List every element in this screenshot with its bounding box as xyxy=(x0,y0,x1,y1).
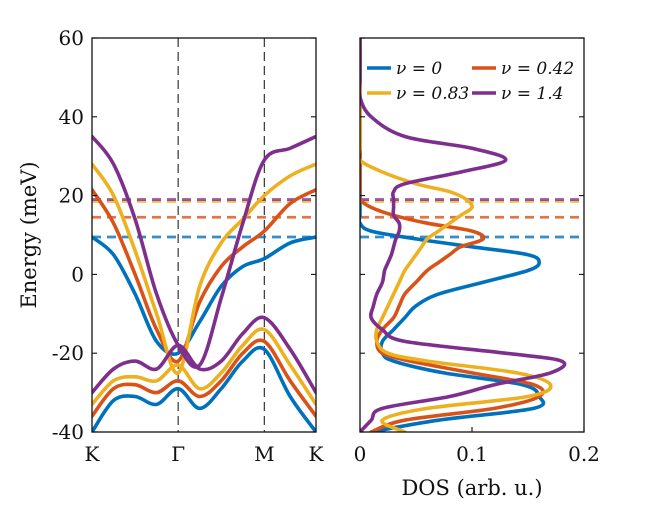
legend-label: ν = 0.83 xyxy=(396,84,469,104)
dos-y-ticks xyxy=(360,37,584,433)
x-tick-label: M xyxy=(254,442,274,466)
band-curve xyxy=(92,315,316,395)
x-tick-label: 0.1 xyxy=(456,442,488,466)
x-tick-label: 0.2 xyxy=(568,442,600,466)
x-tick-label: 0 xyxy=(354,442,367,466)
dos-curve xyxy=(360,38,546,432)
dos-curve xyxy=(360,38,553,432)
band-plot-frame xyxy=(91,37,317,433)
band-curve xyxy=(92,327,316,407)
y-tick-label: 0 xyxy=(71,262,84,286)
y-tick-label: 20 xyxy=(59,184,84,208)
legend-label: ν = 1.4 xyxy=(501,84,563,104)
band-y-axis-title: Energy (meV) xyxy=(17,161,41,308)
band-curve xyxy=(92,345,316,432)
y-tick-label: -40 xyxy=(52,420,84,444)
band-curves xyxy=(92,134,316,432)
dos-x-ticks: 0 0.1 0.2 xyxy=(354,427,600,466)
band-curve xyxy=(92,134,316,369)
dos-curve xyxy=(360,38,546,432)
dos-curve xyxy=(360,38,567,432)
band-curve xyxy=(92,162,316,375)
band-curve xyxy=(92,235,316,356)
x-tick-label: K xyxy=(85,442,101,466)
y-tick-label: 40 xyxy=(59,105,84,129)
dos-curves xyxy=(360,38,567,432)
y-tick-label: 60 xyxy=(59,26,84,50)
legend: ν = 0 ν = 0.42 ν = 0.83 ν = 1.4 xyxy=(367,59,574,104)
dos-x-axis-title: DOS (arb. u.) xyxy=(401,476,542,500)
x-tick-label: K xyxy=(309,442,325,466)
band-curve xyxy=(92,338,316,418)
legend-label: ν = 0 xyxy=(396,59,442,79)
band-structure-panel: -40 -20 0 20 40 60 K Γ M K Energy (meV) xyxy=(17,26,325,466)
band-curve xyxy=(92,187,316,364)
y-tick-label: -20 xyxy=(52,341,84,365)
legend-label: ν = 0.42 xyxy=(501,59,574,79)
band-y-ticks: -40 -20 0 20 40 60 xyxy=(52,26,316,444)
x-tick-label: Γ xyxy=(171,442,185,466)
